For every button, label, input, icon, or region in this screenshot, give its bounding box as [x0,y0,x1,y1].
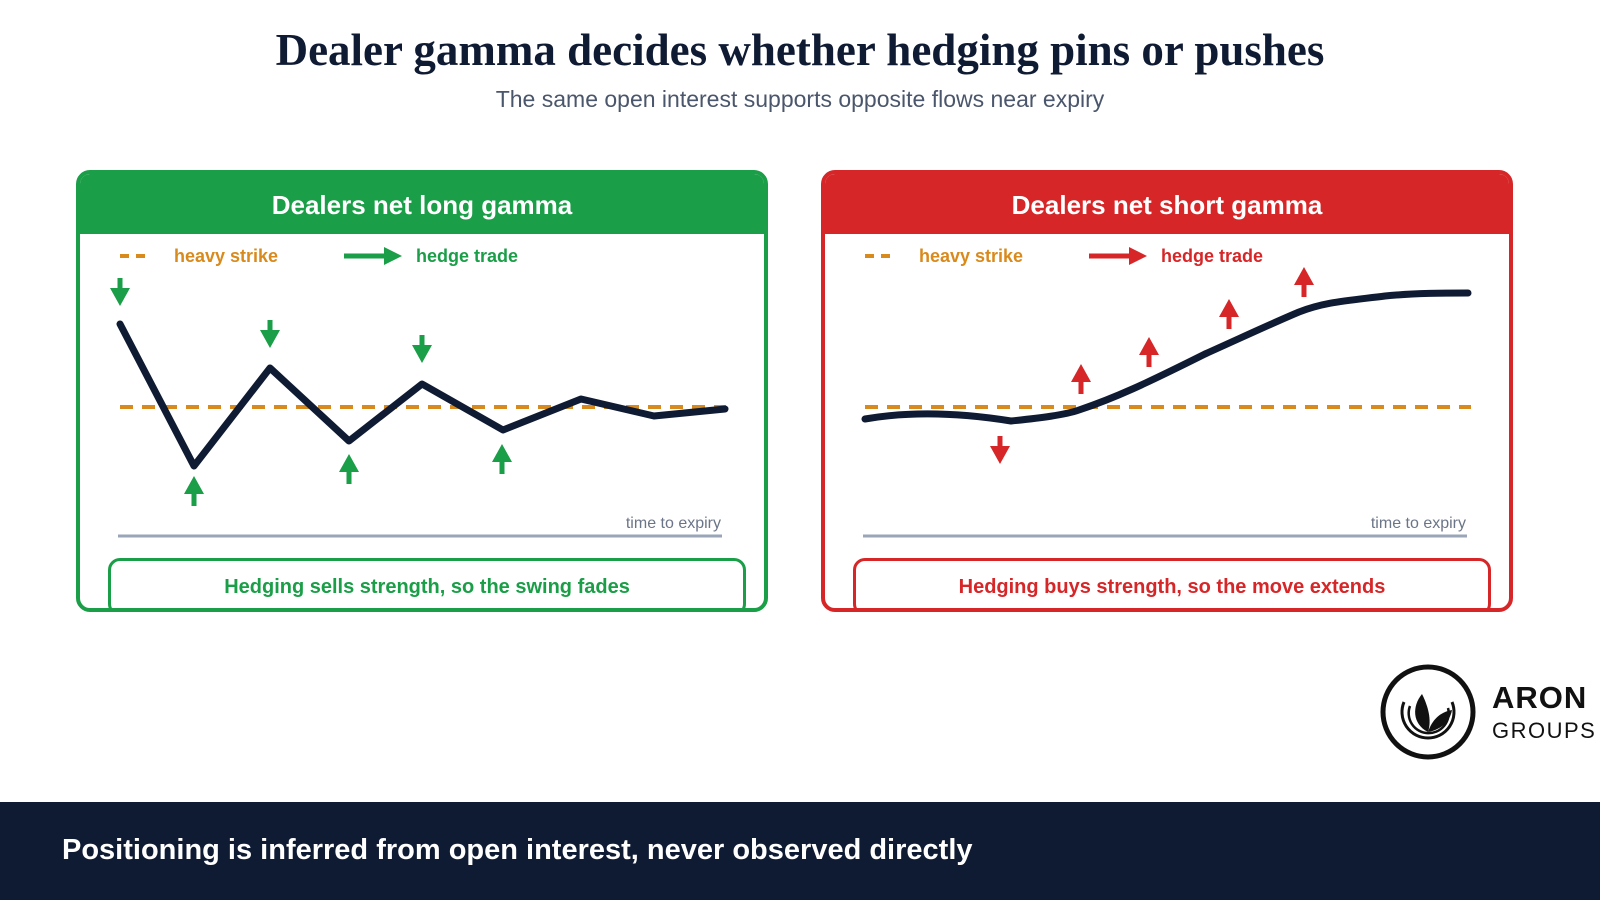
long-gamma-plot: heavy strike hedge trade [110,246,729,538]
sell-arrow-icon [990,436,1010,464]
buy-arrow-icon [184,476,204,506]
long-gamma-panel: Dealers net long gamma heavy strike hedg… [76,170,768,612]
logo-subtext: GROUPS [1492,718,1597,743]
time-axis-label: time to expiry [1371,515,1466,532]
time-axis-label: time to expiry [626,515,721,532]
buy-arrow-icon [1139,337,1159,367]
legend-hedge-arrow-icon [344,247,402,265]
short-gamma-plot: heavy strike hedge trade [861,246,1472,538]
page-title: Dealer gamma decides whether hedging pin… [275,25,1325,75]
short-gamma-header: Dealers net short gamma [825,174,1509,234]
price-path [116,320,729,470]
footer-note: Positioning is inferred from open intere… [62,834,973,866]
price-path [861,289,1472,425]
legend-strike-label: heavy strike [919,246,1023,266]
legend-hedge-label: hedge trade [416,246,518,266]
page-subtitle: The same open interest supports opposite… [495,86,1105,112]
legend-strike-label: heavy strike [174,246,278,266]
legend-hedge-label: hedge trade [1161,246,1263,266]
buy-arrow-icon [1071,364,1091,394]
footer-bar: Positioning is inferred from open intere… [0,802,1600,900]
legend-hedge-arrow-icon [1089,247,1147,265]
buy-arrow-icon [1219,299,1239,329]
short-gamma-caption: Hedging buys strength, so the move exten… [853,558,1491,608]
buy-arrow-icon [492,444,512,474]
sell-arrow-icon [412,335,432,363]
long-gamma-header: Dealers net long gamma [80,174,764,234]
short-gamma-panel: Dealers net short gamma heavy strike hed… [821,170,1513,612]
sell-arrow-icon [110,278,130,306]
brand-logo: ARON GROUPS [1378,662,1598,762]
sell-arrow-icon [260,320,280,348]
logo-name: ARON [1492,680,1588,715]
leaf-emblem-icon [1380,664,1476,760]
buy-arrow-icon [1294,267,1314,297]
buy-arrow-icon [339,454,359,484]
long-gamma-caption: Hedging sells strength, so the swing fad… [108,558,746,608]
